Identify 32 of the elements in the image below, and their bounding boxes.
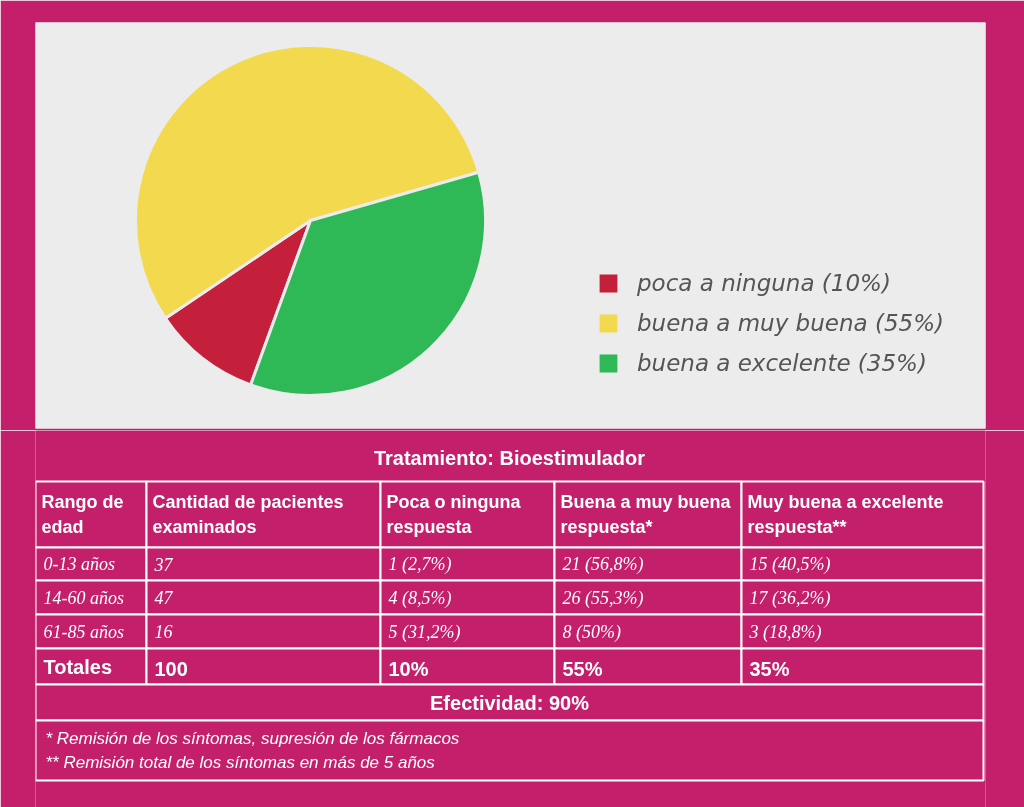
legend-label: buena a excelente (35%) <box>637 350 927 376</box>
text: 4 (8,5%) <box>388 587 452 608</box>
text: 35% <box>749 657 790 680</box>
category-label: Buena a muy buena respuesta* <box>560 492 732 537</box>
legend-label: buena a muy buena (55%) <box>637 310 944 336</box>
category-label: Poca o ninguna respuesta <box>386 492 522 537</box>
text: 26 (55,3%) <box>562 587 644 608</box>
text: Efectividad: 90% <box>430 691 590 714</box>
category-label: Muy buena a excelente respuesta** <box>747 492 944 537</box>
text: Rango de edad <box>41 492 124 537</box>
text: * Remisión de los síntomas, supresión de los fármacos <box>45 729 460 748</box>
category-label: Totales <box>43 655 113 678</box>
text: 47 <box>154 588 173 608</box>
text: 3 (18,8%) <box>749 621 822 642</box>
text: 16 <box>154 622 173 642</box>
text: Tratamiento: Bioestimulador <box>373 446 646 469</box>
text: 100 <box>154 657 188 680</box>
text: 10% <box>388 657 429 680</box>
legend-label: poca a ninguna (10%) <box>637 270 891 296</box>
text: 1 (2,7%) <box>388 554 452 574</box>
text: 17 (36,2%) <box>749 587 831 608</box>
text: 5 (31,2%) <box>388 621 461 642</box>
text: 15 (40,5%) <box>749 554 831 574</box>
category-label: Cantidad de pacientes examinados <box>152 492 344 537</box>
category-label: 14-60 años <box>43 587 124 608</box>
category-label: 0-13 años <box>43 554 115 574</box>
text: ** Remisión total de los síntomas en más de 5 años <box>45 753 436 772</box>
text: 37 <box>154 554 173 575</box>
category-label: 61-85 años <box>43 621 124 642</box>
text: 55% <box>562 657 603 680</box>
text: 8 (50%) <box>562 621 621 642</box>
text: 21 (56,8%) <box>562 554 644 574</box>
